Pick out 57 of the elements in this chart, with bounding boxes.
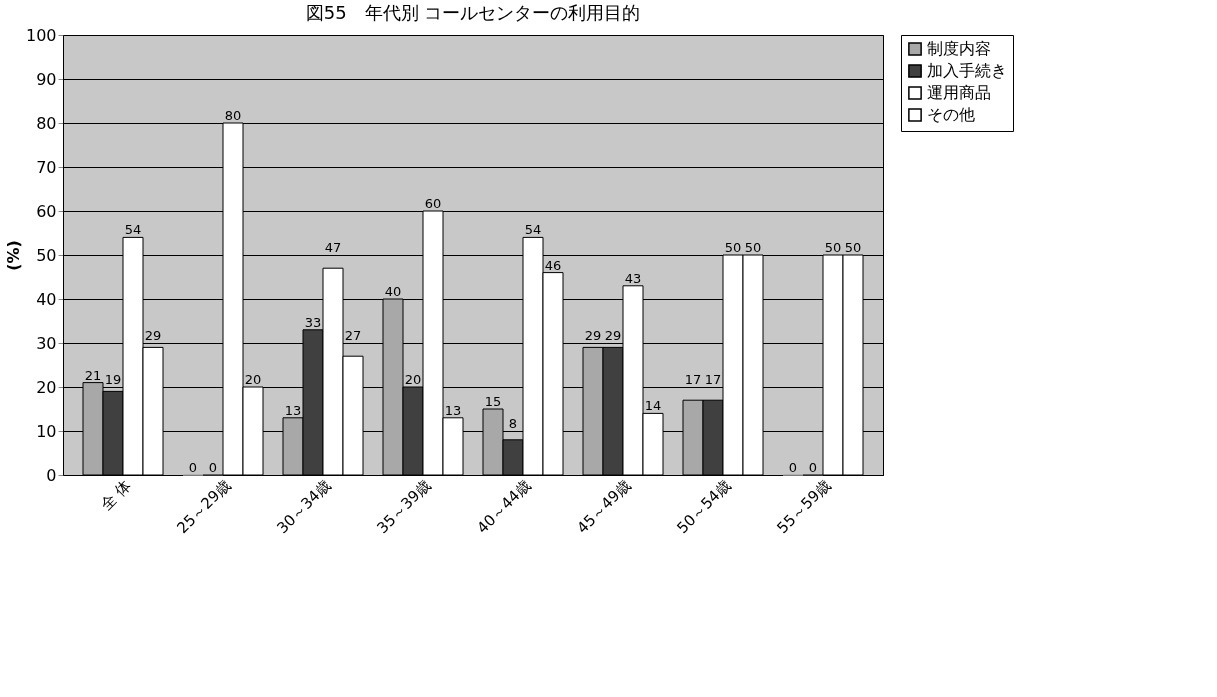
data-label: 0 [188,460,198,475]
data-label: 14 [644,398,662,414]
x-tick-label: 45～49歳 [573,476,635,538]
data-label: 0 [788,460,798,475]
data-label: 19 [104,372,122,387]
data-label: 50 [744,240,762,255]
data-label: 20 [244,372,262,387]
y-tick-label: 90 [36,69,57,89]
data-label: 33 [304,314,322,330]
data-label: 0 [208,460,218,475]
data-label: 80 [224,108,242,123]
x-tick-label: 30～34歳 [273,476,335,538]
y-tick-label: 100 [25,25,57,45]
data-label: 46 [544,257,562,273]
x-tick-label: 35～39歳 [373,476,435,538]
data-label: 15 [484,394,502,409]
y-tick-label: 60 [36,201,57,221]
data-label: 21 [84,367,102,383]
data-label: 17 [684,372,702,387]
x-tick-label: 55～59歳 [773,476,835,538]
data-label: 29 [584,328,602,343]
y-tick-label: 50 [36,245,57,265]
data-label: 20 [404,372,422,387]
y-axis-title: (%) [3,240,23,271]
data-label: 13 [284,402,302,418]
legend-label: その他 [927,105,975,124]
data-label: 17 [704,372,722,387]
data-label: 54 [124,222,142,238]
x-tick-label: 全 体 [96,476,135,514]
data-label: 60 [424,196,442,211]
data-label: 29 [144,328,162,343]
data-label: 27 [344,328,362,343]
chart-title: 図55 年代別 コールセンターの利用目的 [305,2,641,23]
y-tick-label: 10 [36,421,57,441]
data-label: 0 [808,460,818,475]
legend-label: 加入手続き [927,61,1007,80]
legend-label: 運用商品 [927,83,991,102]
data-label: 8 [508,416,518,431]
x-tick-label: 40～44歳 [473,476,535,538]
data-label: 50 [724,240,742,255]
y-tick-label: 80 [36,113,57,133]
y-tick-label: 20 [36,377,57,397]
x-tick-label: 25～29歳 [173,476,235,538]
data-label: 54 [524,222,542,238]
y-tick-label: 30 [36,333,57,353]
y-tick-label: 0 [46,465,57,485]
y-tick-label: 40 [36,289,57,309]
data-label: 29 [604,328,622,343]
data-label: 40 [384,284,402,299]
data-label: 47 [324,240,342,255]
data-label: 50 [844,240,862,255]
data-label: 43 [624,270,642,286]
legend-label: 制度内容 [927,39,991,58]
data-label: 50 [824,240,842,255]
y-tick-label: 70 [36,157,57,177]
data-label: 13 [444,402,462,418]
x-tick-label: 50～54歳 [673,476,735,538]
